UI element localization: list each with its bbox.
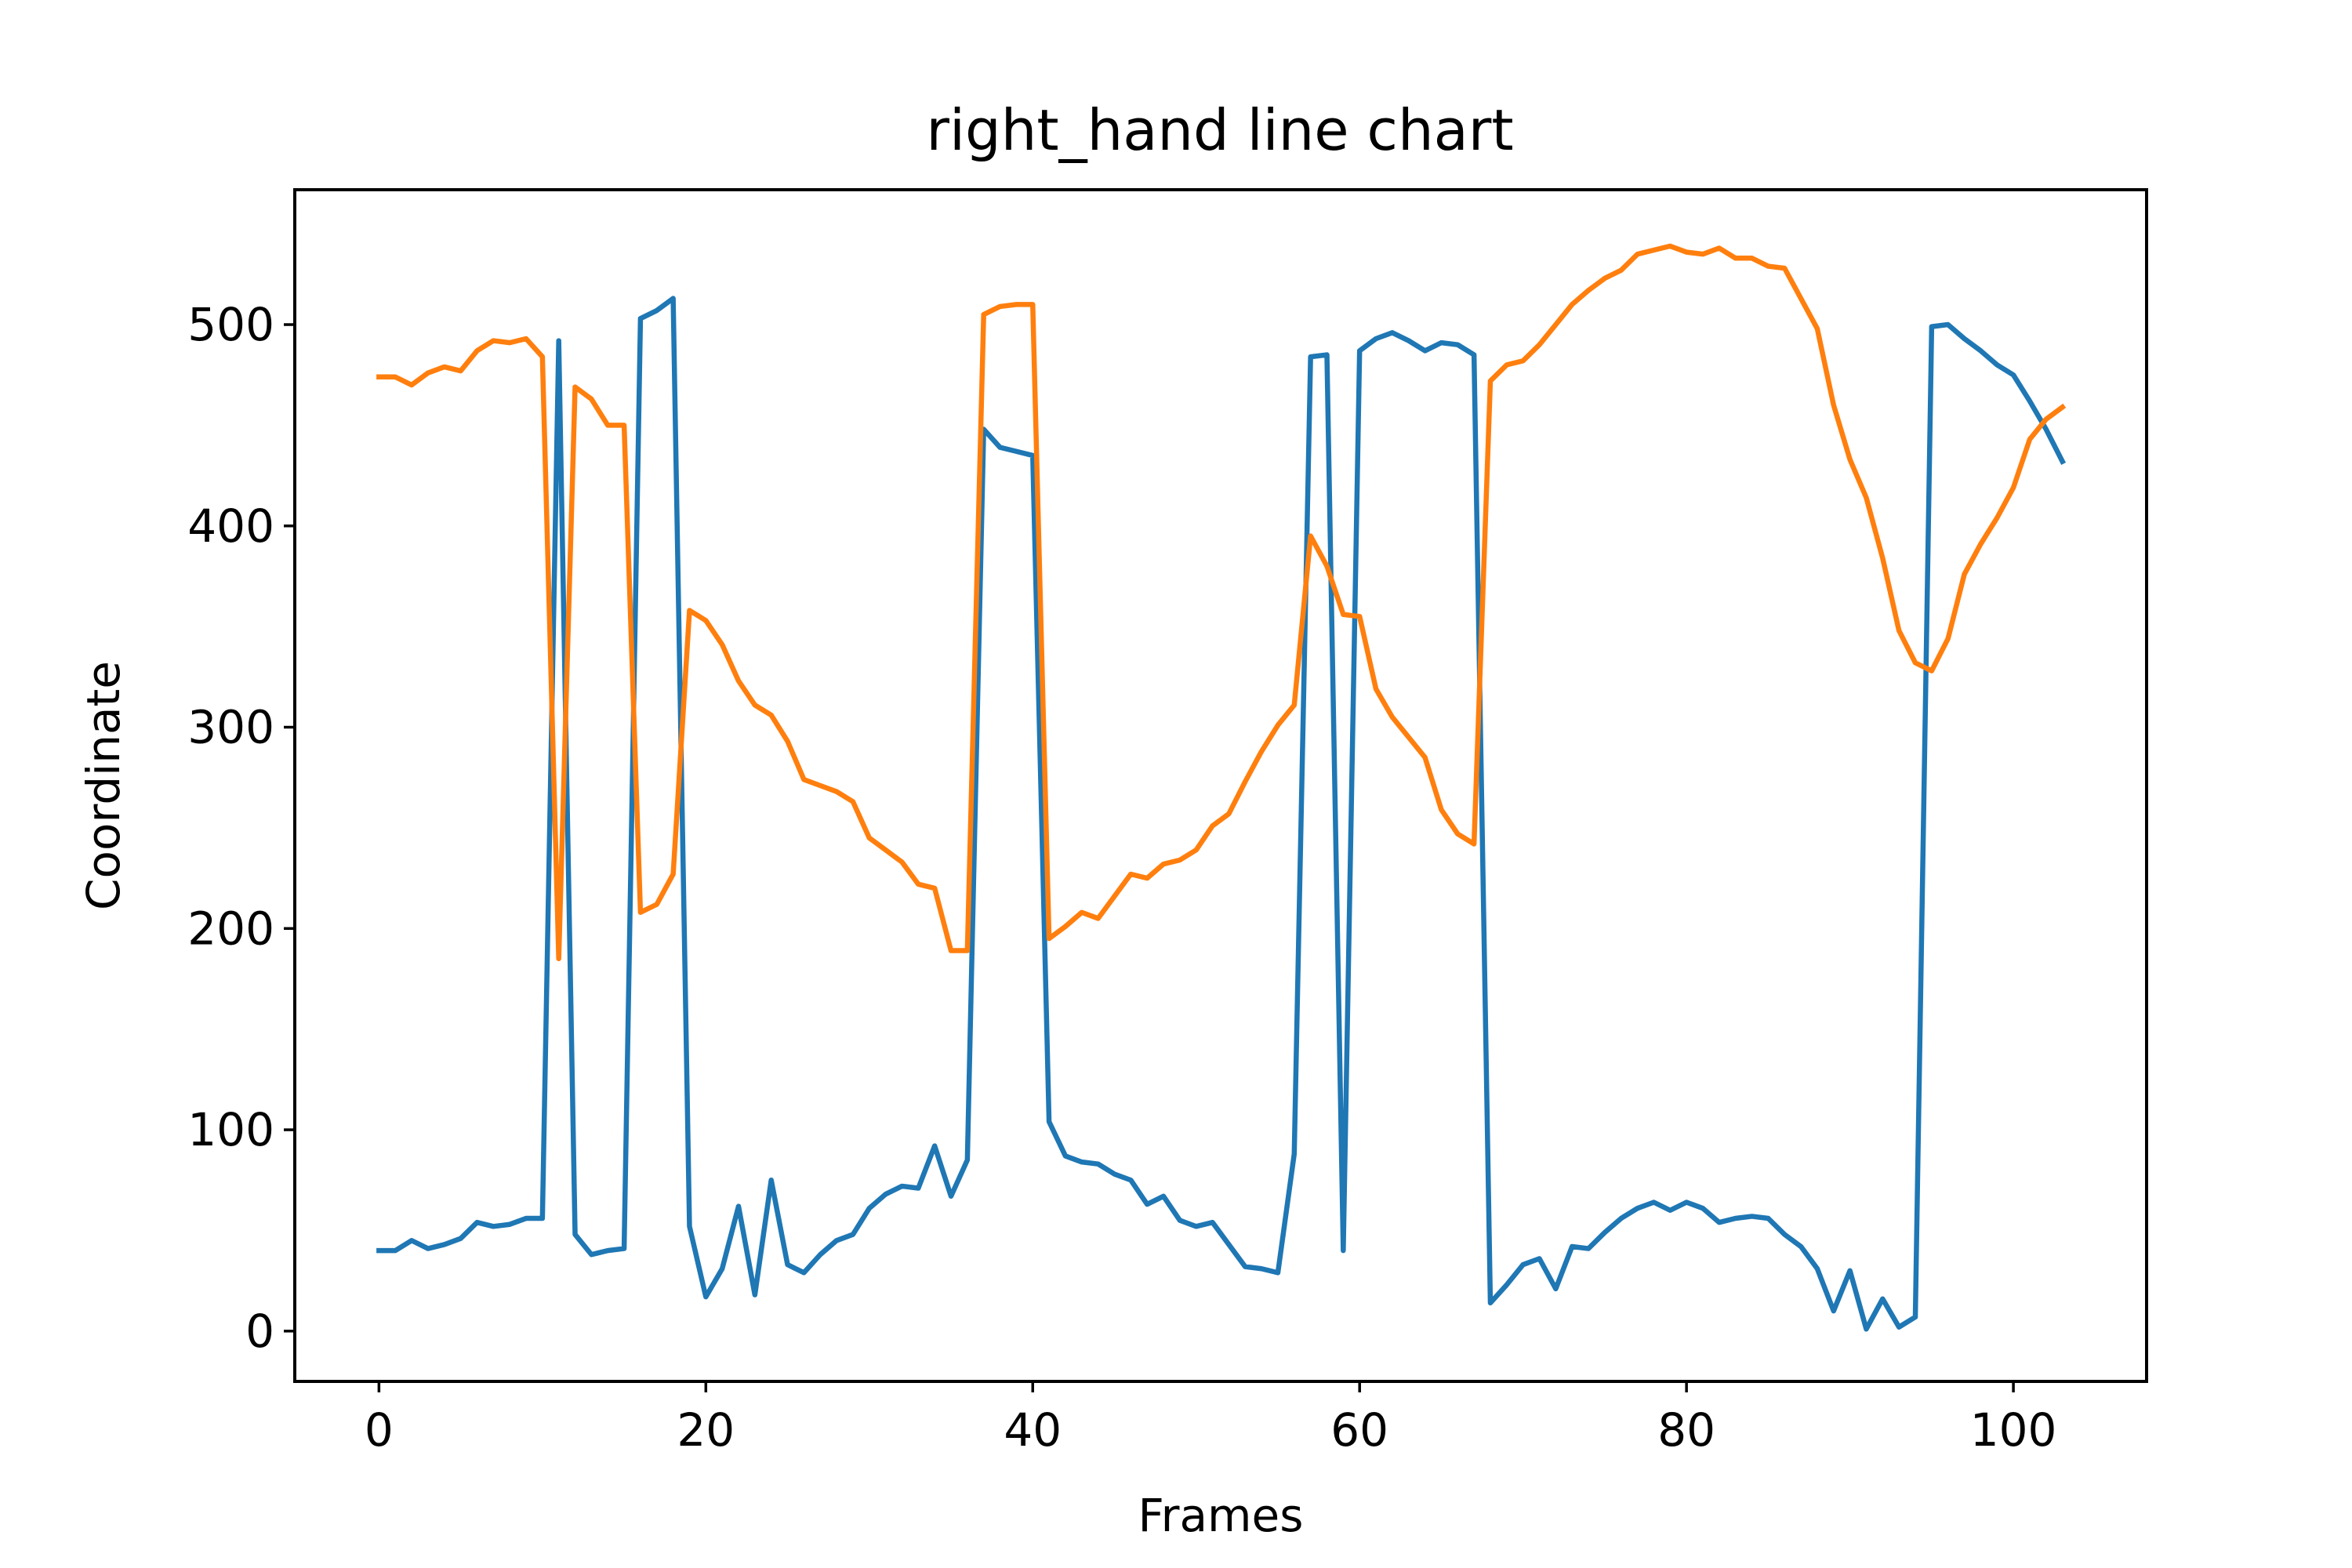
series-line-2 [376, 243, 2067, 962]
series-layer [376, 243, 2067, 1332]
x-tick-label: 80 [1657, 1403, 1715, 1457]
series-line-1 [376, 296, 2067, 1332]
y-tick-label: 100 [187, 1103, 274, 1156]
y-tick-label: 200 [187, 902, 274, 955]
x-axis: 0 20 40 60 80 100 [365, 1381, 2057, 1457]
y-axis-label: Coordinate [77, 661, 130, 910]
y-tick-label: 400 [187, 499, 274, 553]
x-tick-label: 100 [1970, 1403, 2057, 1457]
x-tick-label: 40 [1004, 1403, 1062, 1457]
x-tick-label: 20 [677, 1403, 735, 1457]
y-tick-label: 500 [187, 298, 274, 351]
y-tick-label: 0 [245, 1305, 274, 1358]
chart-title: right_hand line chart [926, 97, 1513, 163]
axes-frame [293, 188, 2148, 1383]
x-tick-label: 0 [365, 1403, 394, 1457]
y-axis: 0 100 200 300 400 500 [187, 298, 295, 1358]
plot-area [293, 188, 2148, 1383]
y-tick-label: 300 [187, 701, 274, 754]
x-tick-label: 60 [1330, 1403, 1388, 1457]
x-axis-label: Frames [1138, 1489, 1304, 1542]
